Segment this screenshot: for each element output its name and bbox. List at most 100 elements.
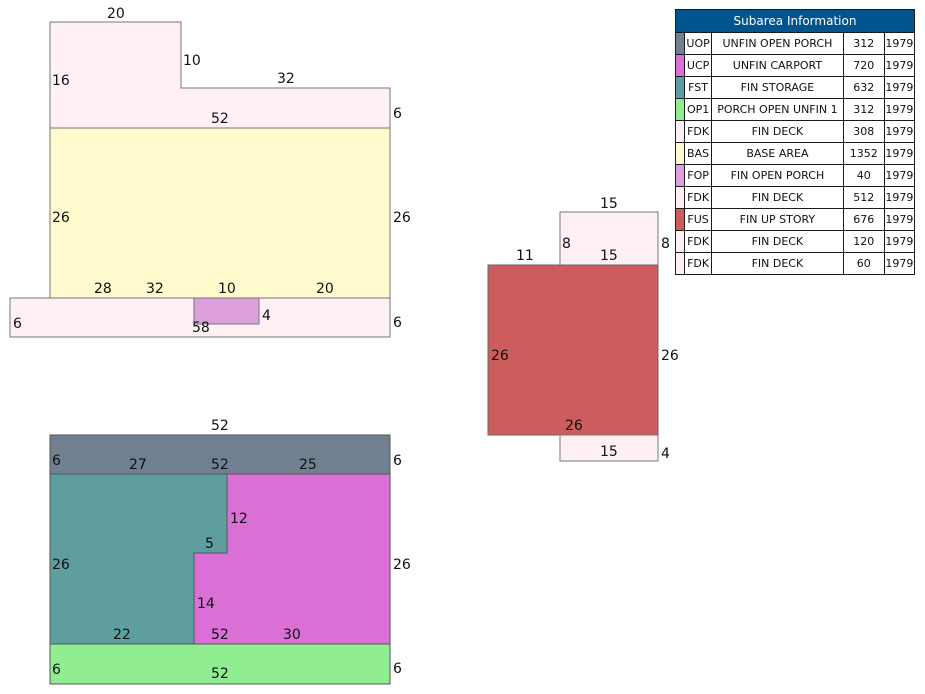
color-swatch — [674, 54, 686, 77]
dim-label: 26 — [52, 210, 70, 226]
color-swatch — [674, 252, 686, 275]
color-swatch — [674, 208, 686, 231]
area-fop — [193, 297, 260, 325]
dim-label: 52 — [211, 457, 229, 473]
dim-label: 10 — [183, 53, 201, 69]
dim-label: 14 — [197, 596, 215, 612]
area-bas — [49, 127, 391, 299]
color-swatch — [674, 32, 686, 55]
dim-label: 11 — [516, 248, 534, 264]
dim-label: 5 — [205, 536, 214, 552]
subarea-code: FDK — [684, 252, 713, 275]
subarea-area: 120 — [842, 230, 885, 253]
subarea-area: 512 — [842, 186, 885, 209]
subarea-code: OP1 — [684, 98, 713, 121]
subarea-code: BAS — [684, 142, 713, 165]
subarea-year: 1979 — [883, 164, 916, 187]
subarea-year: 1979 — [883, 230, 916, 253]
dim-label: 4 — [661, 446, 670, 462]
subarea-description: FIN OPEN PORCH — [711, 164, 844, 187]
table-row: UOP UNFIN OPEN PORCH 312 1979 — [674, 32, 916, 55]
table-row: BAS BASE AREA 1352 1979 — [674, 142, 916, 165]
dim-label: 6 — [52, 662, 61, 678]
dim-label: 8 — [661, 236, 670, 252]
subarea-code: UOP — [684, 32, 713, 55]
subarea-area: 1352 — [842, 142, 885, 165]
dim-label: 20 — [316, 281, 334, 297]
table-row: FDK FIN DECK 60 1979 — [674, 252, 916, 275]
dim-label: 26 — [491, 348, 509, 364]
table-row: FDK FIN DECK 120 1979 — [674, 230, 916, 253]
dim-label: 15 — [600, 196, 618, 212]
sketch-b: 52 6 6 27 26 5 22 14 52 25 12 26 52 30 6… — [49, 418, 411, 685]
dim-label: 22 — [113, 627, 131, 643]
subarea-code: UCP — [684, 54, 713, 77]
color-swatch — [674, 76, 686, 99]
subarea-year: 1979 — [883, 32, 916, 55]
subarea-code: FDK — [684, 120, 713, 143]
dim-label: 6 — [393, 453, 402, 469]
subarea-year: 1979 — [883, 98, 916, 121]
dim-label: 58 — [192, 320, 210, 336]
subarea-description: UNFIN OPEN PORCH — [711, 32, 844, 55]
subarea-description: FIN DECK — [711, 120, 844, 143]
subarea-area: 40 — [842, 164, 885, 187]
subarea-area: 676 — [842, 208, 885, 231]
area-fdk-upper-right — [559, 211, 659, 266]
table-title: Subarea Information — [675, 9, 915, 33]
dim-label: 20 — [107, 6, 125, 22]
table-row: FST FIN STORAGE 632 1979 — [674, 76, 916, 99]
color-swatch — [674, 230, 686, 253]
subarea-year: 1979 — [883, 54, 916, 77]
dim-label: 15 — [600, 248, 618, 264]
dim-label: 26 — [393, 557, 411, 573]
dim-label: 6 — [13, 316, 22, 332]
dim-label: 52 — [211, 418, 229, 434]
subarea-description: FIN DECK — [711, 252, 844, 275]
dim-label: 32 — [146, 281, 164, 297]
subarea-code: FUS — [684, 208, 713, 231]
dim-label: 52 — [211, 111, 229, 127]
sketch-a: 20 10 16 32 52 6 26 26 28 32 10 20 6 6 5… — [9, 6, 411, 338]
subarea-description: FIN STORAGE — [711, 76, 844, 99]
dim-label: 8 — [562, 236, 571, 252]
subarea-area: 312 — [842, 32, 885, 55]
table-row: UCP UNFIN CARPORT 720 1979 — [674, 54, 916, 77]
dim-label: 25 — [299, 457, 317, 473]
dim-label: 52 — [211, 666, 229, 682]
color-swatch — [674, 120, 686, 143]
area-fdk-bottom-right — [559, 434, 659, 462]
subarea-code: FDK — [684, 186, 713, 209]
subarea-code: FOP — [684, 164, 713, 187]
area-op1 — [49, 643, 391, 685]
table-row: FOP FIN OPEN PORCH 40 1979 — [674, 164, 916, 187]
color-swatch — [674, 98, 686, 121]
dim-label: 28 — [94, 281, 112, 297]
dim-label: 30 — [283, 627, 301, 643]
subarea-description: BASE AREA — [711, 142, 844, 165]
table-row: OP1 PORCH OPEN UNFIN 1 312 1979 — [674, 98, 916, 121]
dim-label: 26 — [565, 418, 583, 434]
sketch-c: 15 8 8 15 11 26 26 26 15 4 — [487, 196, 679, 462]
table-row: FDK FIN DECK 512 1979 — [674, 186, 916, 209]
table-body: UOP UNFIN OPEN PORCH 312 1979 UCP UNFIN CARPO… — [674, 32, 916, 275]
subarea-code: FST — [684, 76, 713, 99]
subarea-area: 720 — [842, 54, 885, 77]
subarea-area: 308 — [842, 120, 885, 143]
subarea-area: 60 — [842, 252, 885, 275]
dim-label: 6 — [393, 661, 402, 677]
dim-label: 6 — [52, 453, 61, 469]
dim-label: 10 — [218, 281, 236, 297]
dim-label: 6 — [393, 315, 402, 331]
subarea-info-table: Subarea Information UOP UNFIN OPEN PORCH 3… — [674, 9, 916, 275]
dim-label: 26 — [661, 348, 679, 364]
dim-label: 16 — [52, 73, 70, 89]
subarea-description: UNFIN CARPORT — [711, 54, 844, 77]
color-swatch — [674, 142, 686, 165]
subarea-year: 1979 — [883, 120, 916, 143]
subarea-year: 1979 — [883, 186, 916, 209]
subarea-area: 632 — [842, 76, 885, 99]
subarea-description: FIN DECK — [711, 186, 844, 209]
subarea-description: FIN DECK — [711, 230, 844, 253]
